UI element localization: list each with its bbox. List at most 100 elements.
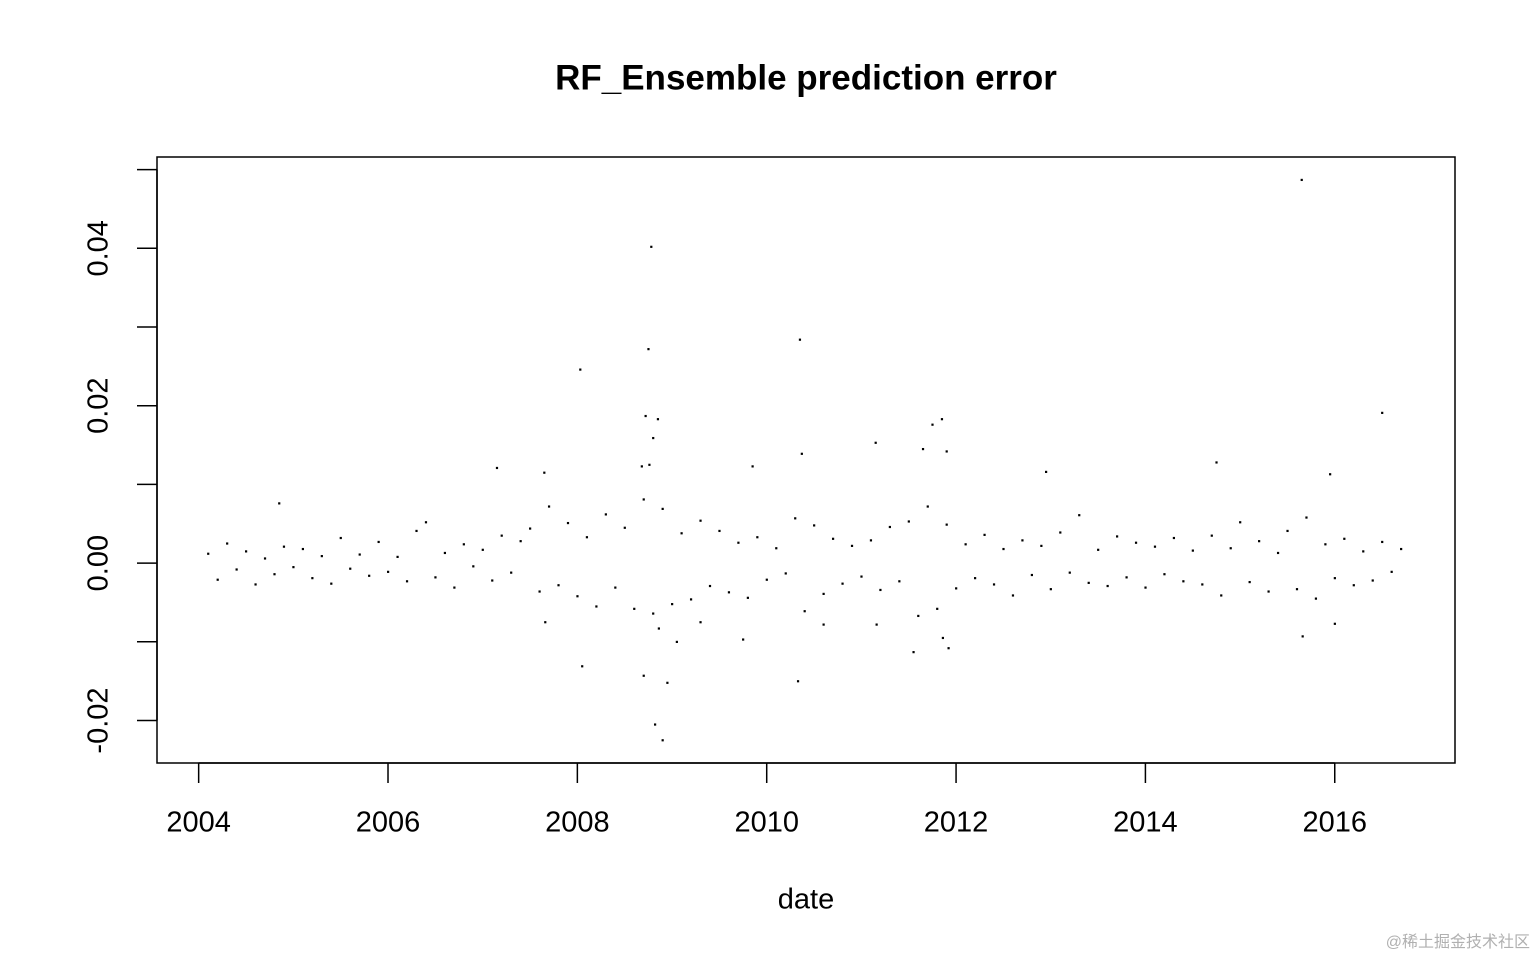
point xyxy=(675,640,678,643)
x-axis-label: date xyxy=(778,884,834,916)
point xyxy=(292,566,295,569)
point xyxy=(647,348,650,351)
point xyxy=(657,627,660,630)
point xyxy=(1059,531,1062,534)
point xyxy=(311,577,314,580)
point xyxy=(1144,586,1147,589)
point xyxy=(1125,576,1128,579)
point xyxy=(831,537,835,540)
point xyxy=(803,610,806,613)
point xyxy=(964,543,967,546)
point xyxy=(941,636,945,640)
point xyxy=(1097,548,1100,551)
point xyxy=(656,418,660,421)
point xyxy=(1301,635,1304,638)
point xyxy=(235,568,238,571)
point xyxy=(339,536,342,540)
point xyxy=(481,548,484,551)
point xyxy=(1049,588,1052,591)
point xyxy=(746,596,749,599)
point xyxy=(1134,541,1138,544)
point xyxy=(796,680,800,683)
point xyxy=(1153,545,1157,548)
point xyxy=(992,583,996,586)
point xyxy=(443,551,447,555)
x-tick-label: 2006 xyxy=(356,807,421,839)
point xyxy=(640,465,643,468)
point xyxy=(765,578,768,581)
point xyxy=(742,638,745,641)
point xyxy=(1201,583,1204,586)
x-tick-label: 2004 xyxy=(166,807,231,839)
point xyxy=(623,526,626,529)
point xyxy=(330,582,333,585)
point xyxy=(1333,577,1336,580)
point xyxy=(543,471,546,474)
point xyxy=(973,577,977,580)
point xyxy=(718,529,721,533)
point xyxy=(869,539,873,542)
x-tick-label: 2010 xyxy=(734,807,799,839)
point xyxy=(579,368,582,371)
point xyxy=(1371,579,1374,582)
point xyxy=(1258,540,1261,543)
point xyxy=(1390,570,1393,573)
point xyxy=(1305,516,1308,519)
y-tick-label: 0.04 xyxy=(83,220,115,276)
point xyxy=(1343,537,1346,540)
point xyxy=(254,583,257,586)
point xyxy=(226,542,229,545)
point xyxy=(500,534,503,537)
point xyxy=(1314,597,1318,600)
point xyxy=(671,603,674,606)
y-tick-label: 0.02 xyxy=(83,377,115,433)
point xyxy=(841,582,844,585)
point xyxy=(1295,588,1299,591)
point xyxy=(216,578,219,581)
point xyxy=(661,507,664,510)
point xyxy=(614,586,617,589)
point xyxy=(888,525,891,529)
point xyxy=(1267,590,1270,593)
point xyxy=(945,450,948,453)
x-tick-label: 2008 xyxy=(545,807,610,839)
point xyxy=(282,545,286,548)
point xyxy=(1286,529,1289,533)
point xyxy=(358,553,361,556)
point xyxy=(822,623,825,626)
chart-title: RF_Ensemble prediction error xyxy=(555,58,1057,97)
point xyxy=(547,505,551,508)
point xyxy=(377,540,380,544)
point xyxy=(1333,622,1336,625)
point xyxy=(800,452,803,455)
point xyxy=(642,498,645,501)
point xyxy=(604,513,607,516)
point xyxy=(708,584,712,588)
point xyxy=(936,607,939,610)
point xyxy=(424,521,428,524)
point xyxy=(301,547,305,551)
point xyxy=(652,436,655,440)
point xyxy=(368,574,371,577)
point xyxy=(1300,178,1303,182)
point xyxy=(529,527,532,530)
point xyxy=(699,621,702,624)
point xyxy=(1210,534,1213,537)
point xyxy=(850,544,854,547)
point xyxy=(875,623,878,626)
point xyxy=(1248,580,1251,584)
point xyxy=(1030,573,1034,577)
point xyxy=(1381,540,1384,544)
point xyxy=(434,576,437,579)
point xyxy=(699,519,702,522)
point xyxy=(1087,581,1090,584)
point xyxy=(1191,549,1194,552)
point xyxy=(661,739,664,742)
point xyxy=(273,573,276,576)
point xyxy=(566,521,570,525)
y-tick-label: 0.00 xyxy=(83,535,115,591)
point xyxy=(947,647,950,650)
point xyxy=(1352,584,1355,587)
point xyxy=(931,423,934,426)
point xyxy=(822,592,825,595)
